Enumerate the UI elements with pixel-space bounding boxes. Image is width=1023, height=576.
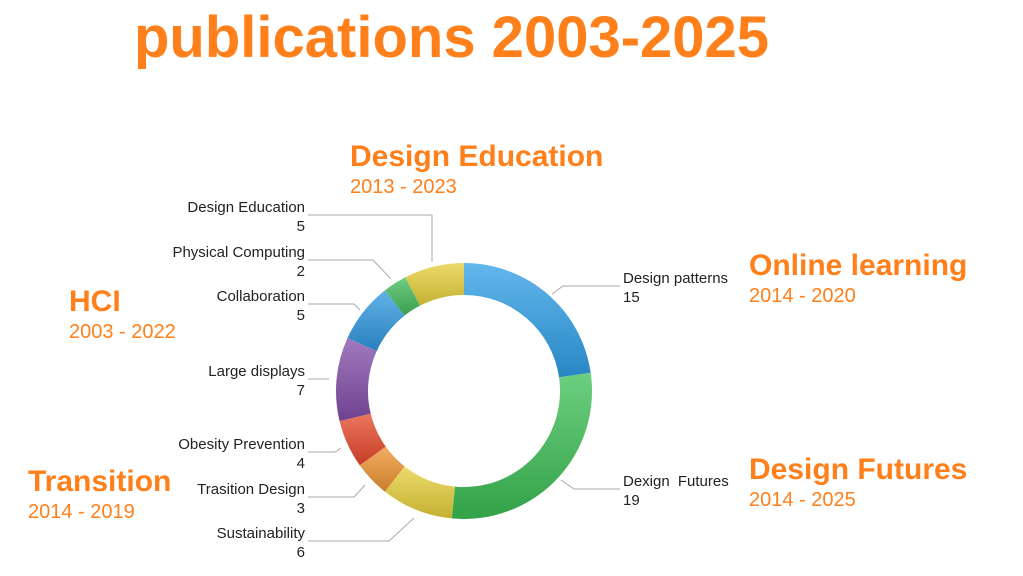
leader-line [308, 259, 392, 280]
group-transition: Transition 2014 - 2019 [28, 465, 171, 525]
donut-slice-physical-computing [384, 277, 421, 316]
slice-label-large-displays: Large displays 7 [208, 362, 305, 400]
donut-slice-dexign-futures [451, 372, 592, 519]
slice-value: 7 [296, 382, 305, 399]
group-name: Online learning [749, 249, 968, 282]
group-name: HCI [69, 285, 121, 318]
slice-value: 19 [623, 492, 640, 509]
group-online-learning: Online learning 2014 - 2020 [749, 249, 967, 309]
leader-line [308, 214, 433, 262]
group-hci: HCI 2003 - 2022 [69, 285, 176, 345]
slice-label-trasition-design: Trasition Design 3 [197, 480, 305, 518]
slice-value: 5 [296, 218, 305, 235]
leader-lines [308, 214, 620, 542]
group-name: Design Futures [749, 453, 968, 486]
donut-slice-large-displays [336, 337, 377, 422]
slice-label-collaboration: Collaboration 5 [217, 287, 305, 325]
leader-line [560, 479, 620, 490]
slice-label-obesity-prevention: Obesity Prevention 4 [178, 435, 305, 473]
group-design-education: Design Education 2013 - 2023 [350, 140, 603, 200]
slice-name: Collaboration [216, 288, 305, 305]
slice-value: 6 [296, 544, 305, 561]
slice-name: Trasition Design [197, 481, 305, 498]
slice-label-design-futures: Dexign Futures 19 [623, 472, 729, 510]
slice-name: Sustainability [216, 525, 305, 542]
slice-value: 4 [296, 455, 305, 472]
group-years: 2013 - 2023 [350, 176, 457, 198]
group-years: 2014 - 2019 [28, 501, 135, 523]
leader-line [551, 285, 620, 295]
leader-line [308, 484, 366, 498]
slice-value: 2 [296, 263, 305, 280]
slice-value: 5 [296, 307, 305, 324]
slice-name: Design patterns [623, 270, 729, 287]
group-name: Transition [28, 465, 172, 498]
slice-label-design-patterns: Design patterns 15 [623, 269, 728, 307]
slice-name: Design Education [187, 199, 305, 216]
donut-slice-obesity-prevention [339, 413, 386, 466]
donut-slice-design-patterns [464, 263, 591, 378]
slice-label-design-education: Design Education 5 [187, 198, 305, 236]
slice-name: Large displays [208, 363, 305, 380]
group-years: 2014 - 2020 [749, 285, 856, 307]
donut-slice-collaboration [347, 290, 405, 352]
slice-label-sustainability: Sustainability 6 [217, 524, 305, 562]
group-years: 2003 - 2022 [69, 321, 176, 343]
page-title: publications 2003-2025 [134, 5, 770, 70]
group-years: 2014 - 2025 [749, 489, 856, 511]
slice-name: Physical Computing [172, 244, 305, 261]
group-name: Design Education [350, 140, 604, 173]
group-design-futures: Design Futures 2014 - 2025 [749, 453, 967, 513]
slice-value: 15 [623, 289, 640, 306]
leader-line [308, 517, 415, 542]
slice-name: Dexign Futures [623, 473, 729, 490]
donut-slice-trasition-design [359, 446, 405, 492]
donut-slice-design-education [405, 263, 464, 306]
slice-value: 3 [296, 500, 305, 517]
slice-name: Obesity Prevention [178, 436, 305, 453]
slice-label-physical-computing: Physical Computing 2 [172, 243, 305, 281]
donut-slice-sustainability [384, 466, 455, 519]
leader-line [308, 303, 361, 311]
leader-line [308, 447, 342, 453]
